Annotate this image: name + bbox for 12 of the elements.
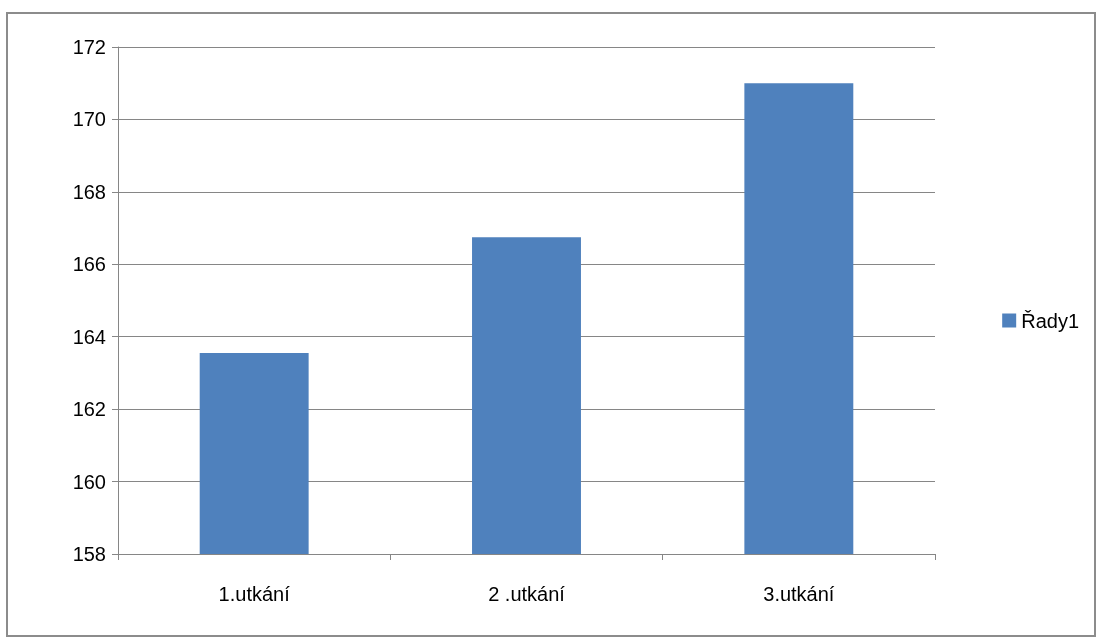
y-tick-label: 170 <box>72 108 106 131</box>
y-tick-label: 166 <box>72 253 106 276</box>
legend-label: Řady1 <box>1021 309 1079 332</box>
y-tick-label: 162 <box>72 398 106 421</box>
y-tick-label: 168 <box>72 180 106 203</box>
x-tick-label: 2 .utkání <box>488 583 566 605</box>
x-tick-label: 1.utkání <box>218 583 291 605</box>
x-tick-label: 3.utkání <box>763 583 835 605</box>
y-tick-label: 164 <box>72 325 106 348</box>
y-tick-label: 172 <box>72 36 106 58</box>
y-tick-label: 160 <box>72 470 106 493</box>
y-tick-label: 158 <box>72 543 106 565</box>
